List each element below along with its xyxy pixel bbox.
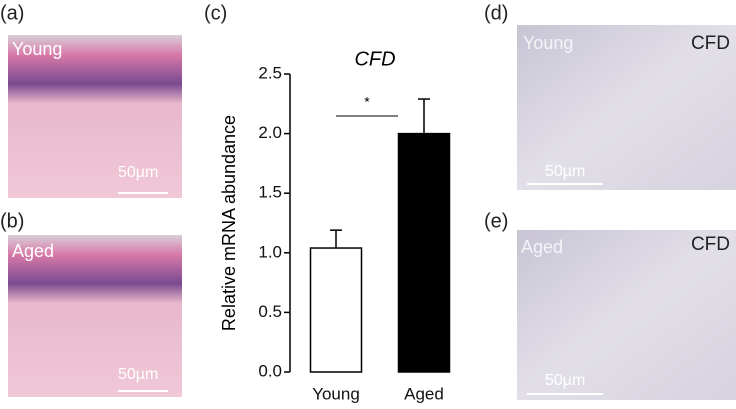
chart-title: CFD [354, 48, 395, 70]
scale-label: 50µm [545, 163, 585, 180]
micrograph [517, 230, 736, 400]
x-tick-label: Young [312, 384, 360, 403]
micrograph [8, 35, 182, 198]
panel-label: (b) [0, 210, 24, 232]
scale-label: 50µm [118, 366, 158, 383]
micrograph [8, 235, 182, 397]
y-tick-label: 0.0 [258, 361, 282, 380]
panel-tag: Aged [521, 237, 563, 257]
y-axis-label: Relative mRNA abundance [219, 115, 239, 331]
scale-label: 50µm [545, 372, 585, 389]
scale-label: 50µm [118, 164, 158, 181]
panel-label: (e) [484, 210, 508, 232]
bar [309, 247, 363, 373]
panel-label: (a) [0, 2, 24, 24]
y-tick-label: 2.5 [258, 63, 282, 82]
panel-tag: Aged [12, 241, 54, 261]
y-tick-label: 2.0 [258, 123, 282, 142]
stain-label: CFD [691, 33, 730, 54]
micrograph [517, 25, 736, 190]
significance-mark: * [364, 94, 370, 110]
panel-label: (d) [484, 2, 508, 24]
y-tick-label: 0.5 [258, 302, 282, 321]
panel-tag: Young [12, 39, 62, 59]
panel-tag: Young [523, 33, 573, 53]
y-tick-label: 1.5 [258, 183, 282, 202]
stain-label: CFD [691, 234, 730, 255]
x-tick-label: Aged [404, 384, 444, 403]
bar [397, 132, 451, 373]
panel-label: (c) [204, 2, 227, 24]
y-tick-label: 1.0 [258, 242, 282, 261]
